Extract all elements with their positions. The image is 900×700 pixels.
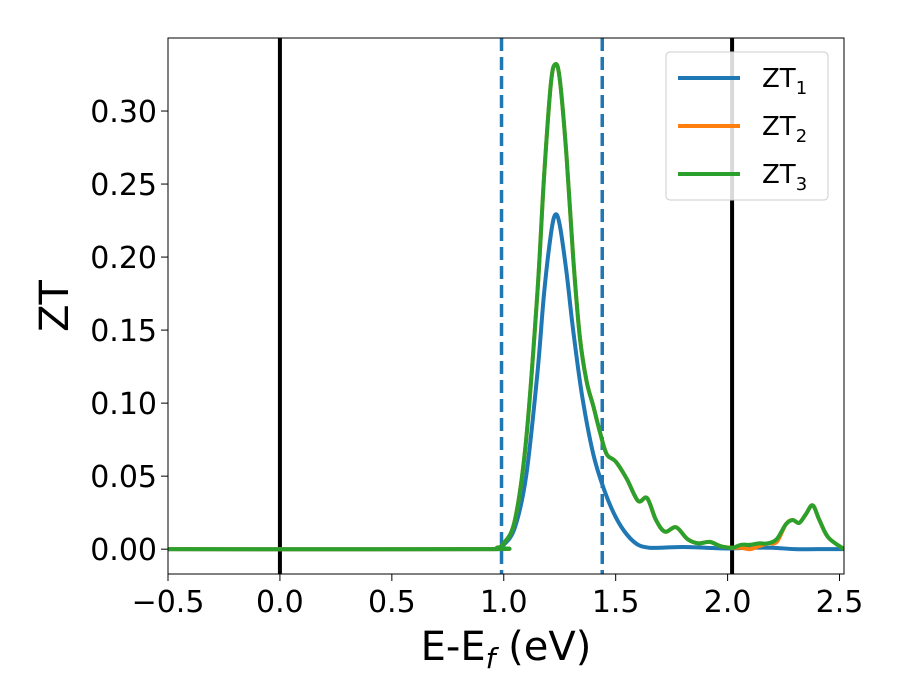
x-tick-label: 1.0 (480, 585, 528, 620)
x-axis-title-main: E-E (421, 624, 486, 670)
series-line-3 (168, 62, 844, 552)
x-tick-label: 2.5 (816, 585, 864, 620)
y-axis-ticks: 0.00 0.05 0.10 0.15 0.20 0.25 0.30 (90, 95, 168, 568)
x-axis-ticks: −0.5 0.0 0.5 1.0 1.5 2.0 2.5 (132, 574, 864, 620)
legend: ZT1 ZT2 ZT3 (665, 51, 829, 201)
x-tick-label: 0.0 (256, 585, 304, 620)
y-tick-label: 0.05 (90, 460, 157, 495)
y-tick-label: 0.25 (90, 168, 157, 203)
x-tick-label: 2.0 (704, 585, 752, 620)
x-tick-label: −0.5 (132, 585, 205, 620)
y-tick-label: 0.00 (90, 533, 157, 568)
y-tick-label: 0.15 (90, 314, 157, 349)
y-tick-label: 0.10 (90, 387, 157, 422)
x-axis-title-unit: (eV) (495, 624, 591, 670)
vertical-reference-lines (277, 38, 735, 574)
y-tick-label: 0.20 (90, 241, 157, 276)
x-tick-label: 1.5 (592, 585, 640, 620)
series-line-1 (168, 212, 844, 552)
y-axis-title: ZT (32, 280, 78, 332)
x-axis-title: E-Ef (eV) (421, 624, 592, 675)
legend-label-2: ZT2 (762, 112, 807, 147)
series-lines (168, 62, 844, 552)
axes-frame (167, 37, 845, 575)
y-tick-label: 0.30 (90, 95, 157, 130)
legend-box (665, 51, 829, 201)
legend-label-1: ZT1 (762, 64, 807, 99)
x-tick-label: 0.5 (368, 585, 416, 620)
legend-label-3: ZT3 (762, 160, 807, 195)
